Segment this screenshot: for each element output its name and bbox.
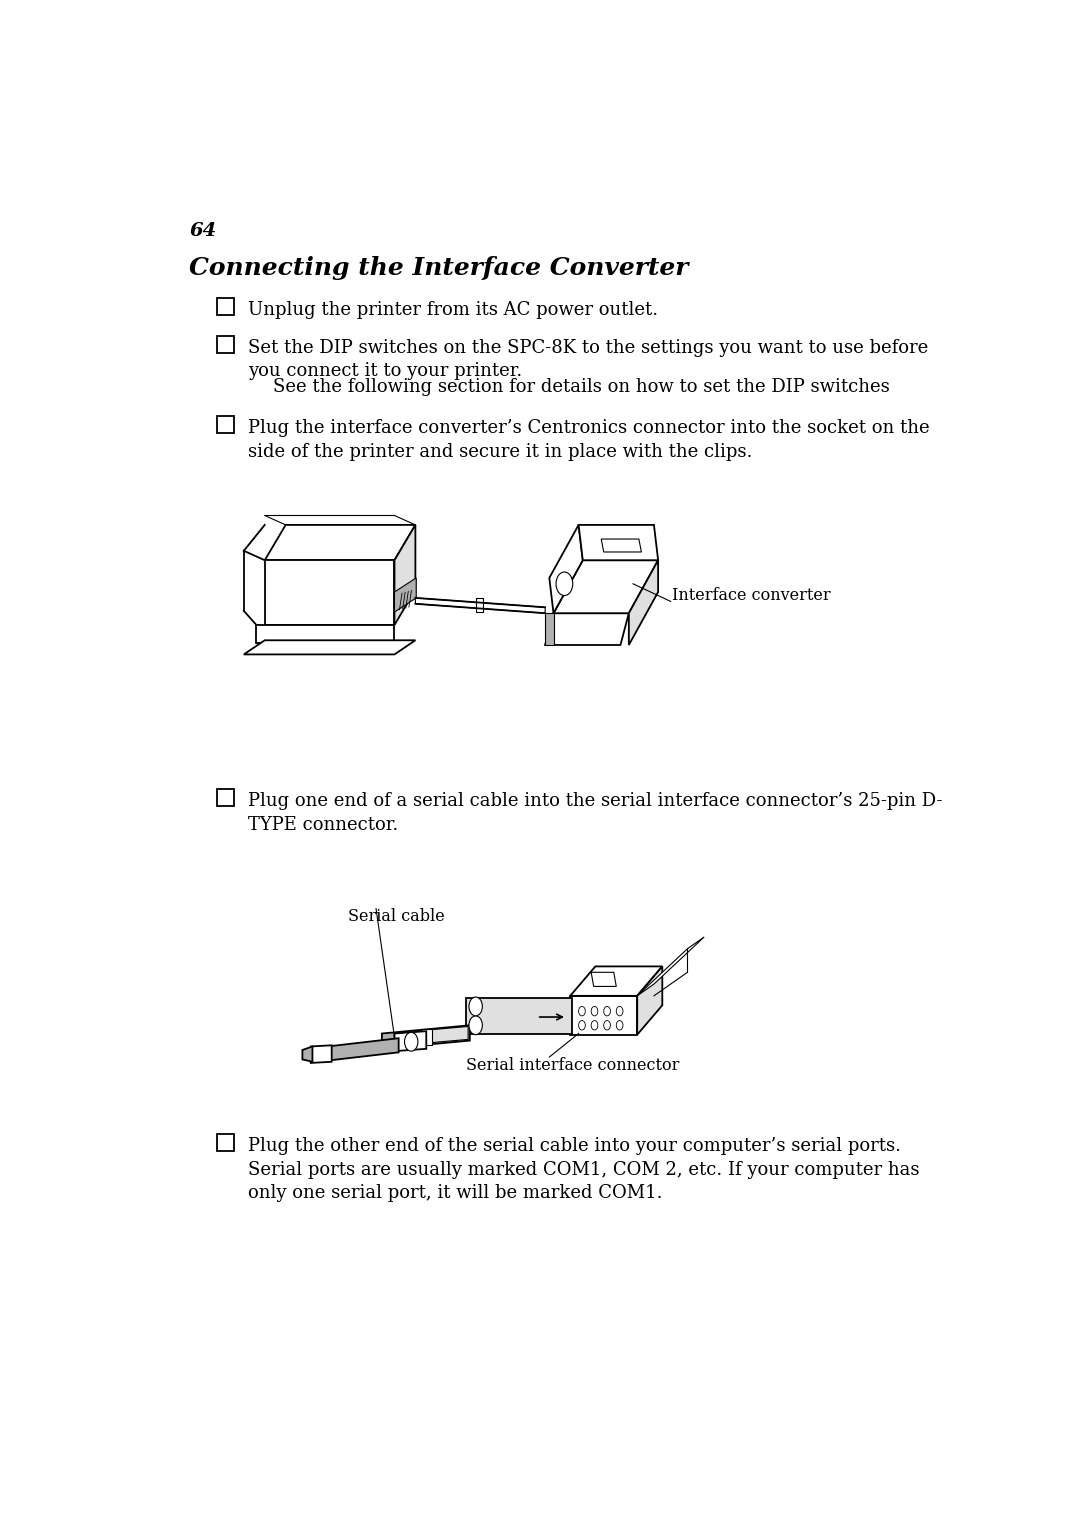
- Text: Unplug the printer from its AC power outlet.: Unplug the printer from its AC power out…: [248, 301, 658, 320]
- Polygon shape: [602, 540, 642, 552]
- Polygon shape: [302, 1046, 312, 1061]
- Polygon shape: [265, 560, 394, 625]
- Circle shape: [579, 1006, 585, 1015]
- Text: Set the DIP switches on the SPC-8K to the settings you want to use before
you co: Set the DIP switches on the SPC-8K to th…: [248, 339, 928, 381]
- Polygon shape: [465, 998, 572, 1034]
- Polygon shape: [570, 995, 637, 1035]
- Text: Plug the interface converter’s Centronics connector into the socket on the
side : Plug the interface converter’s Centronic…: [248, 419, 930, 460]
- Polygon shape: [422, 1029, 432, 1046]
- Polygon shape: [554, 560, 658, 613]
- Circle shape: [469, 997, 483, 1015]
- Text: Serial interface connector: Serial interface connector: [465, 1057, 679, 1073]
- Bar: [217, 789, 233, 806]
- Circle shape: [591, 1006, 598, 1015]
- Polygon shape: [579, 524, 658, 560]
- Polygon shape: [311, 1046, 332, 1063]
- Polygon shape: [637, 937, 704, 995]
- Polygon shape: [476, 598, 483, 612]
- Circle shape: [469, 1015, 483, 1035]
- Polygon shape: [629, 560, 658, 645]
- Polygon shape: [394, 524, 416, 625]
- Text: Interface converter: Interface converter: [673, 587, 831, 604]
- Circle shape: [405, 1032, 418, 1050]
- Polygon shape: [545, 613, 554, 645]
- Polygon shape: [256, 625, 394, 642]
- Bar: [217, 1135, 233, 1151]
- Polygon shape: [591, 972, 617, 986]
- Text: See the following section for details on how to set the DIP switches: See the following section for details on…: [273, 378, 890, 396]
- Polygon shape: [265, 524, 416, 560]
- Polygon shape: [570, 966, 662, 995]
- Text: Plug one end of a serial cable into the serial interface connector’s 25-pin D-
T: Plug one end of a serial cable into the …: [248, 792, 943, 833]
- Polygon shape: [244, 641, 416, 654]
- Circle shape: [591, 1020, 598, 1031]
- Circle shape: [617, 1020, 623, 1031]
- Polygon shape: [327, 1038, 399, 1061]
- Polygon shape: [416, 598, 545, 613]
- Polygon shape: [637, 966, 662, 1035]
- Polygon shape: [394, 578, 416, 612]
- Circle shape: [604, 1006, 610, 1015]
- Circle shape: [579, 1020, 585, 1031]
- Text: Plug the other end of the serial cable into your computer’s serial ports.
Serial: Plug the other end of the serial cable i…: [248, 1138, 919, 1202]
- Circle shape: [604, 1020, 610, 1031]
- Polygon shape: [428, 1026, 468, 1043]
- Text: 64: 64: [189, 222, 217, 240]
- Text: Connecting the Interface Converter: Connecting the Interface Converter: [189, 257, 689, 280]
- Polygon shape: [550, 524, 583, 613]
- Text: Serial cable: Serial cable: [349, 908, 445, 925]
- Circle shape: [617, 1006, 623, 1015]
- Bar: [217, 336, 233, 353]
- Polygon shape: [394, 1031, 427, 1050]
- Polygon shape: [382, 1026, 470, 1049]
- Bar: [217, 298, 233, 315]
- Circle shape: [556, 572, 572, 596]
- Bar: [217, 416, 233, 433]
- Polygon shape: [545, 613, 629, 645]
